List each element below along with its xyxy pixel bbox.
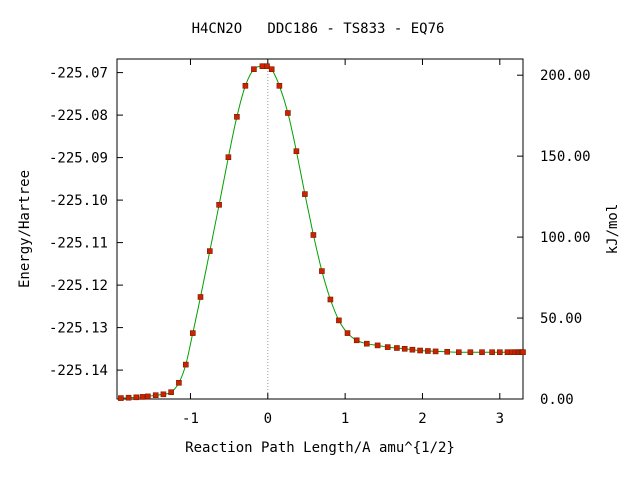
data-point bbox=[152, 392, 159, 399]
y2-tick-label: 100.00 bbox=[540, 230, 591, 246]
data-point bbox=[160, 391, 167, 398]
energy-curve bbox=[120, 65, 523, 399]
data-point bbox=[234, 114, 240, 120]
x-axis-label: Reaction Path Length/A amu^{1/2} bbox=[185, 440, 455, 456]
data-point bbox=[467, 349, 474, 356]
data-point bbox=[504, 349, 511, 356]
y-axis-ticks: -225.07 -225.08 -225.09 -225.10 -225.11 -225.… bbox=[49, 66, 123, 379]
y-tick-label: -225.11 bbox=[49, 236, 108, 252]
data-point bbox=[444, 348, 451, 355]
data-point bbox=[353, 337, 360, 344]
data-point bbox=[259, 63, 266, 70]
data-point bbox=[293, 148, 300, 154]
data-point bbox=[197, 294, 204, 300]
data-point bbox=[207, 248, 213, 254]
y2-axis-ticks: 0.00 50.00 100.00 150.00 200.00 bbox=[517, 68, 591, 408]
data-point bbox=[496, 349, 503, 356]
y-tick-label: -225.08 bbox=[49, 108, 108, 124]
data-point bbox=[276, 83, 283, 89]
data-point bbox=[432, 348, 439, 355]
data-point bbox=[139, 394, 146, 400]
data-point bbox=[225, 154, 232, 160]
data-point bbox=[327, 296, 334, 303]
data-point bbox=[394, 345, 400, 351]
y-tick-label: -225.07 bbox=[49, 66, 108, 82]
data-points bbox=[118, 63, 526, 401]
data-point bbox=[145, 393, 151, 400]
y2-tick-label: 200.00 bbox=[540, 68, 591, 84]
data-point bbox=[264, 63, 270, 70]
data-point bbox=[479, 349, 485, 356]
data-point bbox=[268, 66, 275, 72]
y2-tick-label: 150.00 bbox=[540, 149, 591, 165]
chart-title: H4CN2O DDC186 - TS833 - EQ76 bbox=[192, 21, 445, 37]
y2-axis-label: kJ/mol bbox=[605, 204, 621, 255]
data-point bbox=[183, 361, 189, 368]
data-point bbox=[242, 83, 249, 89]
data-point bbox=[302, 191, 308, 197]
data-point bbox=[363, 340, 370, 347]
data-point bbox=[118, 395, 124, 401]
data-point bbox=[344, 330, 351, 336]
data-point bbox=[125, 394, 132, 401]
y2-tick-label: 0.00 bbox=[540, 392, 574, 408]
x-tick-label: 1 bbox=[341, 411, 349, 427]
data-point bbox=[176, 379, 182, 386]
y-tick-label: -225.14 bbox=[49, 363, 108, 379]
x-tick-label: 0 bbox=[264, 411, 272, 427]
data-point bbox=[310, 232, 317, 238]
y-tick-label: -225.13 bbox=[49, 321, 108, 337]
x-tick-label: -1 bbox=[182, 411, 199, 427]
data-point bbox=[417, 347, 423, 354]
x-axis-ticks: -1 0 1 2 3 bbox=[182, 59, 504, 427]
plot-frame bbox=[116, 58, 524, 400]
data-point bbox=[168, 389, 174, 396]
x-tick-label: 3 bbox=[496, 411, 504, 427]
y-tick-label: -225.10 bbox=[49, 193, 108, 209]
data-point bbox=[285, 110, 291, 116]
y2-tick-label: 50.00 bbox=[540, 311, 582, 327]
x-tick-label: 2 bbox=[418, 411, 426, 427]
data-point bbox=[133, 394, 140, 401]
data-point bbox=[319, 268, 325, 274]
data-point bbox=[409, 346, 416, 353]
data-point bbox=[216, 202, 222, 208]
data-point bbox=[251, 66, 257, 72]
y-tick-label: -225.12 bbox=[49, 278, 108, 294]
data-point bbox=[374, 342, 381, 349]
data-point bbox=[455, 349, 462, 356]
data-point bbox=[401, 345, 408, 352]
data-point bbox=[489, 349, 495, 356]
data-point bbox=[520, 349, 526, 356]
data-point bbox=[190, 330, 196, 336]
y-tick-label: -225.09 bbox=[49, 151, 108, 167]
data-point bbox=[384, 344, 391, 350]
data-point bbox=[425, 348, 431, 354]
data-point bbox=[336, 317, 342, 324]
y-axis-label: Energy/Hartree bbox=[17, 170, 33, 288]
